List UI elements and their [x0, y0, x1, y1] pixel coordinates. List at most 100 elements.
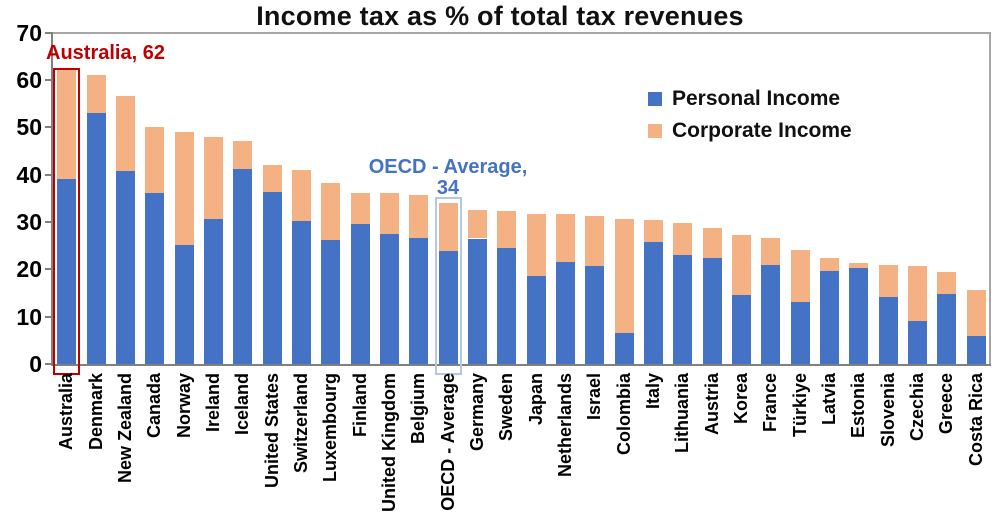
bar-japan-personal: [526, 275, 546, 364]
annotation-oecd-line1: OECD - Average,: [368, 156, 528, 178]
bar-israel-corporate: [585, 215, 605, 266]
bar-colombia-corporate: [614, 219, 634, 333]
bar-united-states-personal: [262, 191, 282, 364]
y-tick-0: [45, 363, 52, 365]
x-axis-label-greece: Greece: [936, 372, 957, 434]
bar-t-rkiye-corporate: [790, 250, 810, 302]
bar-australia-personal: [57, 179, 77, 364]
bar-austria-personal: [702, 258, 722, 364]
x-axis-label-new-zealand: New Zealand: [114, 372, 135, 483]
x-axis-label-france: France: [760, 372, 781, 432]
x-axis-label-japan: Japan: [525, 372, 546, 425]
legend-label-personal: Personal Income: [672, 87, 841, 110]
x-axis-label-austria: Austria: [701, 372, 722, 435]
annotation-oecd-line2: 34: [436, 177, 460, 199]
bar-costa-rica-corporate: [966, 290, 986, 337]
bar-australia-corporate: [57, 70, 77, 180]
legend-label-corporate: Corporate Income: [672, 119, 852, 142]
x-axis-label-costa-rica: Costa Rica: [965, 372, 986, 466]
bar-canada-personal: [145, 192, 165, 364]
x-axis-label-czechia: Czechia: [907, 372, 928, 441]
bar-netherlands-personal: [556, 261, 576, 364]
y-tick-60: [45, 78, 52, 81]
bar-ireland-personal: [203, 218, 223, 364]
bar-switzerland-personal: [291, 220, 311, 364]
bar-czechia-corporate: [908, 266, 928, 321]
bar-oecd-average-personal: [438, 251, 458, 364]
y-tick-30: [45, 220, 52, 223]
x-axis-label-ireland: Ireland: [202, 372, 223, 432]
bar-luxembourg-corporate: [321, 183, 341, 240]
x-axis-label-united-kingdom: United Kingdom: [378, 372, 399, 512]
bar-israel-personal: [585, 265, 605, 364]
annotation-oecd-average: OECD - Average, 34: [348, 157, 548, 199]
y-tick-40: [45, 173, 52, 176]
bar-iceland-corporate: [233, 141, 253, 169]
y-axis-label-50: 50: [16, 114, 42, 141]
x-axis-label-germany: Germany: [466, 372, 487, 451]
y-axis-label-20: 20: [16, 256, 42, 283]
x-axis-label-korea: Korea: [731, 372, 752, 424]
x-axis-label-latvia: Latvia: [819, 372, 840, 425]
bar-canada-corporate: [145, 127, 165, 193]
x-axis-label-luxembourg: Luxembourg: [320, 372, 341, 482]
bar-finland-personal: [350, 223, 370, 364]
y-tick-70: [45, 31, 52, 34]
bar-denmark-corporate: [86, 75, 106, 113]
bar-belgium-personal: [409, 238, 429, 364]
bar-estonia-corporate: [849, 262, 869, 269]
highlight-box-australia: [53, 68, 81, 375]
y-tick-20: [45, 268, 52, 271]
y-tick-10: [45, 315, 52, 318]
bar-norway-personal: [174, 244, 194, 364]
bar-italy-personal: [644, 241, 664, 364]
x-axis-label-canada: Canada: [144, 372, 165, 438]
plot-border-right: [989, 32, 991, 365]
y-axis-label-70: 70: [16, 19, 42, 46]
bar-oecd-average-corporate: [438, 202, 458, 252]
x-axis-label-switzerland: Switzerland: [290, 372, 311, 473]
bar-finland-corporate: [350, 192, 370, 224]
bar-costa-rica-personal: [966, 336, 986, 364]
corporate-income-swatch-icon: [648, 124, 662, 138]
bar-sweden-personal: [497, 248, 517, 364]
bar-greece-corporate: [937, 271, 957, 294]
x-axis-label-israel: Israel: [584, 372, 605, 420]
highlight-box-oecd-average: [434, 197, 462, 375]
bar-iceland-personal: [233, 168, 253, 364]
x-axis-label-sweden: Sweden: [496, 372, 517, 441]
bar-lithuania-corporate: [673, 222, 693, 255]
bar-switzerland-corporate: [291, 169, 311, 221]
x-axis-label-denmark: Denmark: [85, 372, 106, 450]
y-tick-50: [45, 126, 52, 129]
x-axis-label-slovenia: Slovenia: [877, 372, 898, 447]
bar-belgium-corporate: [409, 195, 429, 239]
annotation-australia: Australia, 62: [46, 42, 165, 64]
plot-border-top: [52, 32, 991, 34]
bar-united-kingdom-corporate: [379, 193, 399, 235]
bar-estonia-personal: [849, 268, 869, 364]
bar-slovenia-corporate: [878, 265, 898, 298]
bar-germany-corporate: [467, 210, 487, 239]
bar-colombia-personal: [614, 332, 634, 364]
x-axis-label-united-states: United States: [261, 372, 282, 488]
bar-japan-corporate: [526, 213, 546, 276]
bar-italy-corporate: [644, 220, 664, 242]
y-axis-label-60: 60: [16, 66, 42, 93]
x-axis-label-italy: Italy: [643, 372, 664, 409]
x-axis-label-t-rkiye: Türkiye: [789, 372, 810, 437]
bar-korea-personal: [732, 295, 752, 364]
y-axis-label-30: 30: [16, 208, 42, 235]
bar-france-corporate: [761, 237, 781, 265]
bar-new-zealand-personal: [115, 171, 135, 364]
personal-income-swatch-icon: [648, 92, 662, 106]
bar-latvia-personal: [820, 271, 840, 364]
x-axis-label-estonia: Estonia: [848, 372, 869, 438]
bar-greece-personal: [937, 293, 957, 364]
x-axis-line: [51, 363, 991, 366]
bar-norway-corporate: [174, 131, 194, 245]
bar-denmark-personal: [86, 113, 106, 364]
bar-t-rkiye-personal: [790, 301, 810, 364]
x-axis-label-iceland: Iceland: [232, 372, 253, 435]
bar-slovenia-personal: [878, 297, 898, 364]
